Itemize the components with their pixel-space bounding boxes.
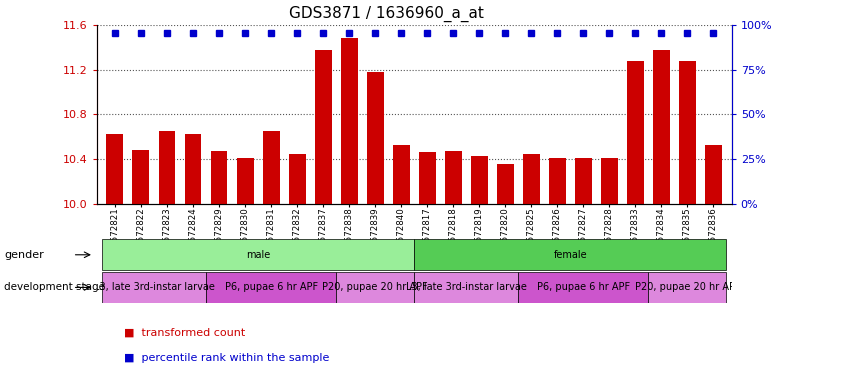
Bar: [102, 272, 206, 303]
Bar: [184, 134, 202, 204]
Bar: [497, 164, 514, 204]
Bar: [158, 131, 176, 204]
Bar: [575, 158, 592, 204]
Bar: [262, 131, 279, 204]
Text: female: female: [553, 250, 587, 260]
Bar: [445, 151, 462, 204]
Bar: [471, 156, 488, 204]
Bar: [367, 72, 383, 204]
Bar: [627, 61, 644, 204]
Bar: [653, 50, 670, 204]
Text: gender: gender: [4, 250, 44, 260]
Text: P6, pupae 6 hr APF: P6, pupae 6 hr APF: [225, 282, 318, 293]
Bar: [518, 272, 648, 303]
Text: L3, late 3rd-instar larvae: L3, late 3rd-instar larvae: [93, 282, 214, 293]
Bar: [705, 146, 722, 204]
Bar: [206, 272, 336, 303]
Bar: [419, 152, 436, 204]
Bar: [102, 240, 414, 270]
Text: P20, pupae 20 hr APF: P20, pupae 20 hr APF: [635, 282, 740, 293]
Bar: [549, 158, 566, 204]
Bar: [288, 154, 305, 204]
Bar: [315, 50, 331, 204]
Bar: [236, 158, 253, 204]
Bar: [393, 146, 410, 204]
Bar: [210, 151, 227, 204]
Bar: [341, 38, 357, 204]
Text: ■  transformed count: ■ transformed count: [124, 327, 246, 337]
Text: P6, pupae 6 hr APF: P6, pupae 6 hr APF: [537, 282, 630, 293]
Text: development stage: development stage: [4, 282, 105, 293]
Bar: [107, 134, 124, 204]
Bar: [336, 272, 414, 303]
Bar: [679, 61, 696, 204]
Bar: [133, 150, 150, 204]
Bar: [414, 272, 518, 303]
Text: L3, late 3rd-instar larvae: L3, late 3rd-instar larvae: [406, 282, 526, 293]
Text: P20, pupae 20 hr APF: P20, pupae 20 hr APF: [322, 282, 428, 293]
Bar: [601, 158, 618, 204]
Bar: [648, 272, 727, 303]
Bar: [414, 240, 727, 270]
Text: ■  percentile rank within the sample: ■ percentile rank within the sample: [124, 353, 330, 363]
Text: GDS3871 / 1636960_a_at: GDS3871 / 1636960_a_at: [289, 6, 484, 22]
Text: male: male: [246, 250, 270, 260]
Bar: [523, 154, 540, 204]
